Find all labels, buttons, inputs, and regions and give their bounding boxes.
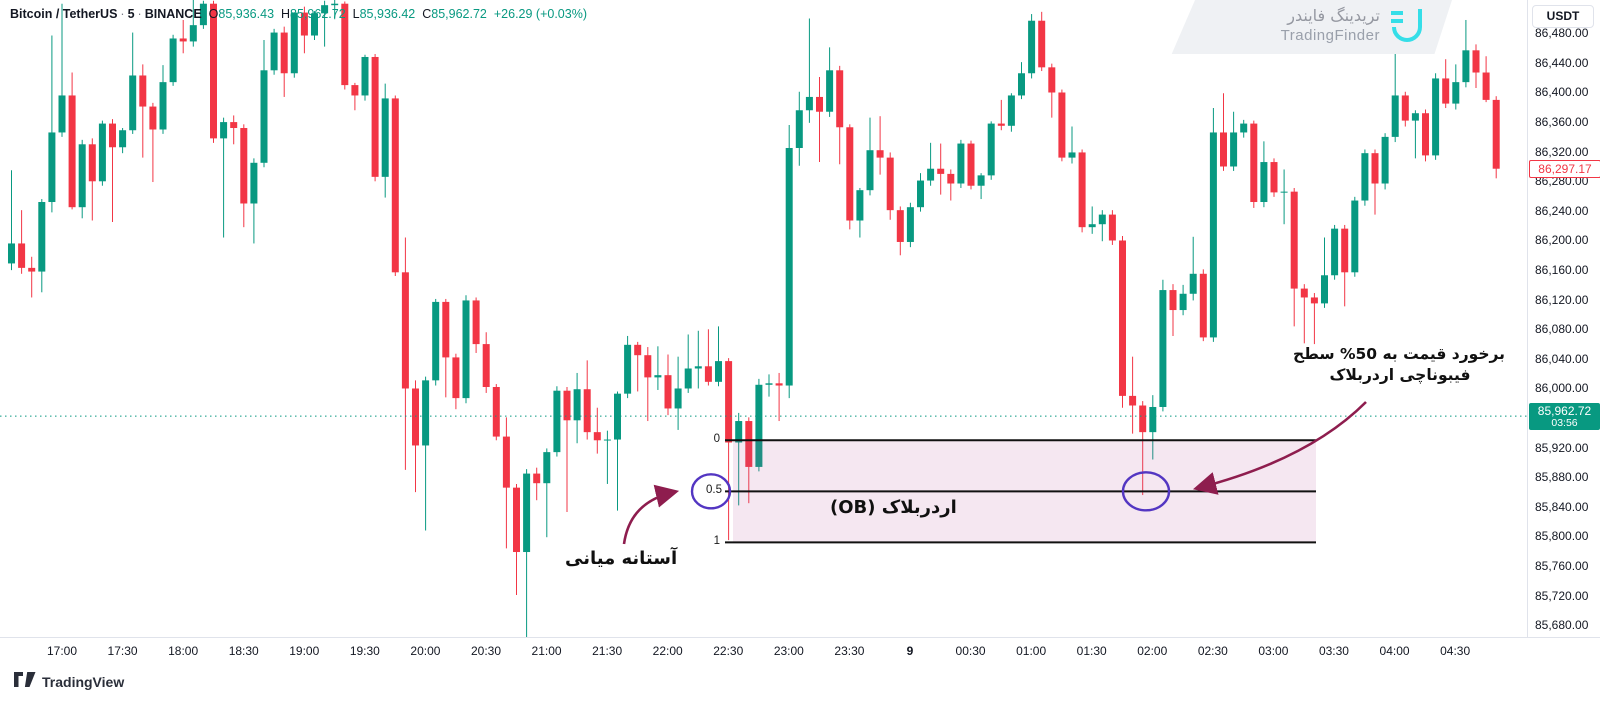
fib-touch-label-line2: فیبوناچی اردربلاک (1329, 366, 1471, 384)
fib-touch-label-line1: برخورد قیمت به 50% سطح (1293, 345, 1505, 363)
price-tick: 86,080.00 (1535, 322, 1589, 337)
footer-bar: TradingView (0, 663, 1600, 702)
time-tick: 20:30 (470, 644, 501, 658)
price-tick: 86,040.00 (1535, 351, 1589, 366)
last-price-value: 85,962.72 (1537, 404, 1592, 419)
time-tick: 02:30 (1197, 644, 1228, 658)
price-tick: 85,880.00 (1535, 470, 1589, 485)
time-tick: 9 (906, 644, 914, 658)
price-tick: 86,000.00 (1535, 381, 1589, 396)
tradingview-logo-text: TradingView (42, 674, 125, 690)
time-axis[interactable]: 17:00 17:30 18:00 18:30 19:00 19:30 20:00 20:30… (0, 637, 1600, 665)
time-tick: 23:00 (773, 644, 804, 658)
time-tick: 19:00 (289, 644, 320, 658)
price-tick: 86,200.00 (1535, 233, 1589, 248)
fib-label-0: 0 (713, 433, 720, 446)
price-tick: 86,360.00 (1535, 115, 1589, 130)
tradingview-logo[interactable]: TradingView (14, 671, 124, 693)
time-tick: 22:00 (652, 644, 683, 658)
bar-countdown: 03:56 (1551, 417, 1578, 430)
ohlc-legend[interactable]: Bitcoin / TetherUS · 5 · BINANCE O85,936.43 H8… (10, 7, 587, 21)
time-tick: 21:30 (592, 644, 623, 658)
time-tick: 21:00 (531, 644, 562, 658)
time-tick: 04:30 (1440, 644, 1471, 658)
price-axis[interactable]: USDT 86,480.00 86,440.00 86,400.00 86,360.0… (1527, 0, 1600, 637)
tradingfinder-title-fa: تریدینگ فایندر (1287, 6, 1380, 25)
time-tick: 02:00 (1137, 644, 1168, 658)
time-tick: 18:00 (168, 644, 199, 658)
price-tick: 86,240.00 (1535, 203, 1589, 218)
chart-pane[interactable]: Bitcoin / TetherUS · 5 · BINANCE O85,936.43 H8… (0, 0, 1527, 637)
tradingview-logo-icon (14, 671, 36, 693)
price-tick: 86,280.00 (1535, 174, 1589, 189)
time-tick: 03:30 (1318, 644, 1349, 658)
candlestick-plot (0, 0, 1527, 637)
mid-threshold-label: آستانه میانی (565, 548, 678, 569)
time-tick: 03:00 (1258, 644, 1289, 658)
time-tick: 20:00 (410, 644, 441, 658)
time-tick: 19:30 (349, 644, 380, 658)
time-tick: 00:30 (955, 644, 986, 658)
time-tick: 17:30 (107, 644, 138, 658)
time-tick: 18:30 (228, 644, 259, 658)
orderblock-label: اردربلاک (OB) (830, 497, 957, 519)
time-tick: 23:30 (834, 644, 865, 658)
price-tick: 86,160.00 (1535, 263, 1589, 278)
price-tick: 85,760.00 (1535, 559, 1589, 574)
time-tick: 01:00 (1016, 644, 1047, 658)
price-tick: 85,840.00 (1535, 499, 1589, 514)
price-tick: 86,440.00 (1535, 55, 1589, 70)
price-tick: 86,120.00 (1535, 292, 1589, 307)
tradingfinder-logo-icon (1388, 7, 1424, 52)
fib-touch-label: برخورد قیمت به 50% سطح فیبوناچی اردربلاک (1293, 344, 1505, 386)
price-tick: 86,320.00 (1535, 144, 1589, 159)
time-tick: 22:30 (713, 644, 744, 658)
price-tick: 86,400.00 (1535, 85, 1589, 100)
price-tick: 85,720.00 (1535, 588, 1589, 603)
time-tick: 04:00 (1379, 644, 1410, 658)
current-price-badge: 86,297.17 (1529, 159, 1600, 178)
fib-label-05: 0.5 (706, 484, 722, 497)
price-tick: 85,920.00 (1535, 440, 1589, 455)
fib-label-1: 1 (713, 535, 720, 548)
time-tick: 01:30 (1076, 644, 1107, 658)
last-price-badge: 85,962.72 03:56 (1529, 403, 1600, 431)
price-tick: 86,480.00 (1535, 26, 1589, 41)
price-tick: 85,680.00 (1535, 618, 1589, 633)
price-tick: 85,800.00 (1535, 529, 1589, 544)
time-tick: 17:00 (46, 644, 78, 658)
tradingfinder-title-en: TradingFinder (1280, 27, 1380, 44)
currency-label: USDT (1532, 5, 1594, 28)
tradingfinder-watermark: تریدینگ فایندر TradingFinder (1171, 0, 1452, 54)
